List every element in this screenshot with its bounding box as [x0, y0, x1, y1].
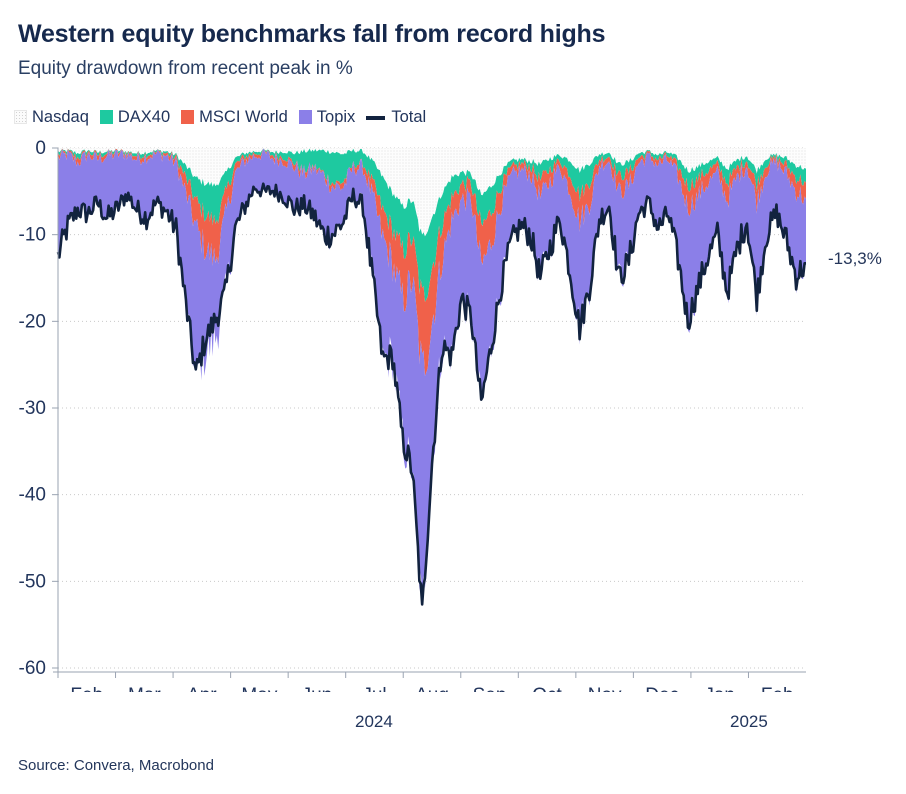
legend-label-dax40: DAX40 [117, 107, 171, 126]
legend-label-topix: Topix [316, 107, 356, 126]
x-tick-label: Nov [588, 685, 622, 692]
legend-swatch-total-line-icon [366, 115, 386, 120]
legend-item-nasdaq[interactable]: Nasdaq [14, 109, 89, 126]
x-tick-label: Feb [761, 685, 794, 692]
legend-swatch-msci-world-icon [181, 110, 195, 124]
legend-label-msci-world: MSCI World [199, 107, 288, 126]
x-tick-label: Mar [128, 685, 161, 692]
x-tick-label: Dec [645, 685, 679, 692]
x-axis-year-2024: 2024 [355, 712, 393, 731]
legend-item-topix[interactable]: Topix [298, 107, 356, 126]
y-tick-label: 0 [35, 138, 46, 159]
x-tick-label: Feb [70, 685, 103, 692]
x-tick-label: Apr [187, 685, 217, 692]
x-tick-label: Aug [415, 685, 449, 692]
legend-item-msci-world[interactable]: MSCI World [181, 109, 288, 126]
x-tick-label: Jul [362, 685, 386, 692]
chart-legend: Nasdaq DAX40 MSCI World Topix Total [14, 106, 437, 128]
chart-bands [58, 148, 806, 594]
chart-area: 0 -10 -20 -30 -40 -50 -60 Feb Mar Apr May Jun Jul Au… [0, 132, 906, 692]
y-tick-label: -30 [19, 398, 46, 419]
stacked-area-chart: 0 -10 -20 -30 -40 -50 -60 Feb Mar Apr May Jun Jul Au… [19, 138, 806, 692]
y-tick-label: -10 [19, 225, 46, 246]
source-note: Source: Convera, Macrobond [18, 757, 214, 774]
legend-swatch-dax40-icon [99, 110, 113, 124]
y-tick-label: -60 [19, 658, 46, 679]
band-dax40 [58, 148, 806, 303]
x-tick-label: Oct [532, 685, 562, 692]
last-value-annotation: -13,3% [828, 249, 882, 268]
band-topix [58, 148, 806, 594]
legend-item-dax40[interactable]: DAX40 [99, 107, 171, 126]
x-axis-labels: Feb Mar Apr May Jun Jul Aug Sep Oct Nov Dec Jan Feb [57, 672, 794, 692]
page-subtitle: Equity drawdown from recent peak in % [18, 58, 353, 79]
legend-swatch-topix-icon [298, 110, 312, 124]
legend-item-total[interactable]: Total [366, 109, 426, 126]
y-axis-labels: 0 -10 -20 -30 -40 -50 -60 [19, 138, 58, 679]
band-nasdaq [58, 148, 806, 237]
y-tick-label: -40 [19, 485, 46, 506]
x-tick-label: Sep [473, 685, 507, 692]
legend-label-nasdaq: Nasdaq [32, 107, 89, 126]
y-tick-label: -50 [19, 571, 46, 592]
x-axis-year-2025: 2025 [730, 712, 768, 731]
chart-axes [53, 148, 806, 673]
total-line [56, 182, 806, 606]
page-title: Western equity benchmarks fall from reco… [18, 20, 606, 48]
legend-label-total: Total [391, 107, 427, 126]
legend-swatch-nasdaq-icon [14, 110, 27, 124]
x-tick-label: Jan [704, 685, 735, 692]
x-tick-label: Jun [302, 685, 333, 692]
total-line-path [56, 182, 806, 606]
x-tick-label: May [241, 685, 277, 692]
y-tick-label: -20 [19, 311, 46, 332]
